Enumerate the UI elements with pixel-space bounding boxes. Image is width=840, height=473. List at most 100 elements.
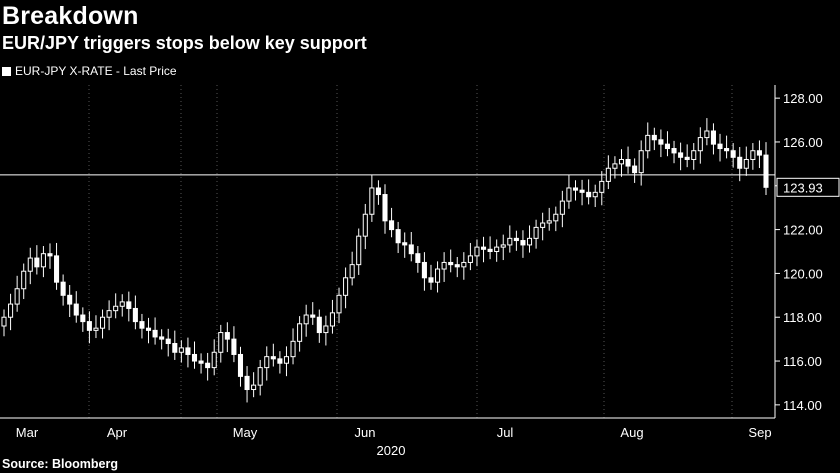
candle-body — [533, 226, 539, 239]
candle-body — [93, 327, 99, 331]
candle-body — [678, 152, 684, 158]
candle-body — [572, 187, 579, 191]
last-price-marker: 123.93 — [776, 177, 840, 197]
x-year-label: 2020 — [377, 443, 406, 458]
candle-body — [507, 237, 513, 246]
candle-body — [185, 347, 191, 355]
y-tick-label: 116.00 — [783, 354, 822, 369]
candle-body — [40, 253, 46, 268]
candle-body — [198, 360, 204, 364]
candle-body — [73, 303, 79, 316]
candle-body — [86, 321, 92, 331]
candle-body — [244, 375, 250, 391]
candle-body — [566, 187, 572, 202]
candle-body — [251, 384, 257, 391]
candle-body — [605, 167, 611, 182]
candle-body — [297, 323, 303, 342]
candle-body — [132, 307, 138, 323]
candle-body — [99, 316, 106, 329]
candle-body — [54, 255, 60, 283]
candle-body — [1, 316, 7, 327]
candle-body — [21, 270, 27, 290]
candle-body — [237, 353, 244, 377]
legend: EUR-JPY X-RATE - Last Price — [2, 64, 177, 78]
candle-body — [60, 281, 66, 296]
legend-label: EUR-JPY X-RATE - Last Price — [15, 64, 177, 78]
candle-body — [513, 237, 519, 242]
candle-body — [113, 305, 119, 312]
candle-body — [205, 362, 211, 369]
candle-body — [763, 154, 769, 188]
candle-body — [231, 338, 237, 355]
candle-body — [34, 257, 40, 268]
candle-body — [172, 343, 178, 353]
candle-body — [480, 246, 487, 250]
candle-body — [67, 294, 73, 305]
candle-body — [704, 130, 710, 139]
candle-body — [336, 294, 342, 314]
candle-body — [435, 268, 441, 283]
candle-body — [283, 356, 290, 364]
candle-body — [710, 130, 716, 145]
chart-title: Breakdown — [2, 2, 139, 30]
candle-body — [80, 314, 86, 323]
candle-body — [697, 137, 703, 152]
candle-body — [553, 213, 559, 222]
candle-body — [645, 134, 651, 152]
candle-body — [290, 340, 296, 358]
candle-body — [724, 148, 730, 152]
candle-body — [526, 237, 533, 246]
candle-body — [618, 158, 625, 165]
candle-body — [454, 264, 460, 268]
candle-body — [343, 277, 349, 296]
candle-body — [632, 165, 638, 174]
candle-body — [47, 253, 53, 257]
x-tick-label: May — [233, 425, 258, 440]
x-tick-label: Mar — [16, 425, 39, 440]
candle-body — [369, 187, 375, 215]
y-axis: 114.00116.00118.00120.00122.00124.00126.… — [774, 85, 823, 418]
candle-body — [743, 158, 749, 169]
candle-body — [546, 220, 552, 224]
candle-body — [500, 244, 506, 248]
candle-body — [349, 264, 355, 279]
candle-body — [520, 240, 526, 246]
candle-body — [119, 301, 125, 307]
candle-body — [651, 134, 657, 141]
candle-body — [671, 148, 677, 154]
candle-body — [14, 288, 20, 305]
candle-body — [224, 332, 230, 340]
candle-body — [441, 261, 447, 270]
candle-body — [487, 248, 493, 252]
candle-body — [599, 180, 605, 193]
candle-body — [362, 213, 368, 237]
candle-body — [178, 347, 184, 353]
candle-body — [145, 327, 152, 331]
grid-lines — [88, 85, 733, 418]
candle-body — [191, 353, 198, 362]
source-label: Source: Bloomberg — [2, 457, 118, 471]
x-tick-label: Jul — [497, 425, 514, 440]
candle-body — [750, 150, 756, 160]
candle-body — [211, 351, 217, 369]
candle-body — [375, 187, 381, 196]
last-price-box — [776, 177, 840, 197]
candle-body — [389, 220, 395, 231]
candle-body — [8, 303, 14, 318]
x-tick-label: Apr — [107, 425, 128, 440]
candle-body — [159, 336, 165, 340]
candle-body — [474, 246, 480, 257]
y-tick-label: 122.00 — [783, 223, 823, 238]
candle-body — [467, 255, 473, 263]
candle-body — [756, 150, 762, 156]
candle-body — [356, 235, 362, 266]
candle-body — [691, 150, 697, 160]
candle-body — [270, 356, 276, 360]
candle-body — [494, 246, 500, 253]
candle-body — [329, 312, 335, 327]
candle-body — [395, 229, 401, 244]
candle-body — [165, 338, 171, 345]
candle-body — [579, 189, 585, 193]
candle-body — [625, 158, 631, 167]
